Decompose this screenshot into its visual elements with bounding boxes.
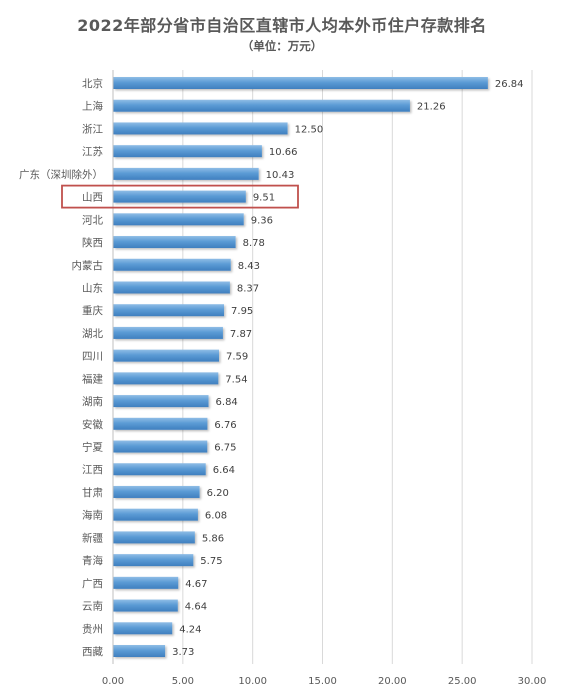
value-label: 9.51	[253, 193, 275, 204]
bar	[113, 508, 198, 521]
bar	[113, 281, 230, 294]
x-tick-label: 15.00	[308, 676, 337, 687]
bar	[113, 326, 223, 339]
bar	[113, 440, 208, 453]
category-label: 江西	[82, 464, 103, 476]
category-label: 西藏	[82, 646, 103, 658]
bar	[113, 99, 410, 112]
value-label: 8.37	[237, 283, 259, 294]
value-label: 6.75	[214, 443, 236, 454]
chart-title: 2022年部分省市自治区直辖市人均本外币住户存款排名	[77, 16, 487, 35]
category-label: 福建	[82, 372, 103, 385]
category-label: 青海	[82, 554, 103, 567]
bar	[113, 190, 246, 203]
category-label: 上海	[82, 100, 103, 113]
value-label: 4.64	[185, 602, 207, 613]
value-label: 4.67	[185, 579, 207, 590]
bar	[113, 417, 208, 430]
category-label: 湖北	[82, 328, 103, 340]
value-label: 5.86	[202, 533, 224, 544]
x-tick-label: 20.00	[378, 676, 407, 687]
bar	[113, 463, 206, 476]
gridlines	[182, 70, 533, 664]
bar	[113, 645, 166, 657]
category-label: 安徽	[82, 418, 103, 431]
value-label: 6.76	[214, 420, 236, 431]
bar	[113, 372, 219, 385]
value-label: 12.50	[295, 124, 324, 135]
value-label: 8.43	[238, 261, 260, 272]
bar	[113, 122, 288, 135]
bar	[113, 167, 259, 180]
value-label: 9.36	[251, 215, 273, 226]
bar	[113, 145, 262, 158]
category-label: 陕西	[82, 236, 103, 249]
x-tick-label: 5.00	[172, 676, 194, 687]
category-label: 山西	[82, 192, 103, 204]
bar	[113, 485, 200, 498]
category-label: 江苏	[82, 145, 103, 158]
category-label: 云南	[82, 600, 103, 613]
value-label: 5.75	[200, 556, 222, 567]
value-label: 6.20	[207, 488, 229, 499]
value-label: 26.84	[495, 79, 524, 90]
chart-subtitle: （单位：万元）	[241, 39, 323, 53]
bar	[113, 349, 220, 362]
value-label: 8.78	[243, 238, 265, 249]
category-label: 北京	[82, 77, 103, 90]
bar	[113, 258, 231, 271]
bar	[113, 213, 244, 226]
labels: 北京 26.84 上海 21.26 浙江 12.50 江苏 10.66 广东（深圳除外） 10.4…	[19, 77, 524, 658]
category-label: 甘肃	[82, 486, 103, 499]
x-tick-label: 30.00	[518, 676, 547, 687]
bar	[113, 531, 195, 544]
value-label: 21.26	[417, 102, 446, 113]
value-label: 6.08	[205, 511, 227, 522]
category-label: 河北	[82, 214, 103, 226]
category-label: 湖南	[82, 395, 103, 408]
x-tick-label: 0.00	[102, 676, 124, 687]
bar	[113, 77, 488, 89]
category-label: 浙江	[82, 123, 103, 135]
bar	[113, 554, 194, 567]
value-label: 7.59	[226, 352, 248, 363]
category-label: 广东（深圳除外）	[19, 168, 103, 181]
value-label: 7.95	[231, 306, 253, 317]
x-tick-label: 10.00	[238, 676, 267, 687]
bar	[113, 599, 178, 612]
highlight-box	[61, 184, 299, 209]
bar	[113, 304, 225, 317]
category-label: 贵州	[82, 622, 103, 635]
value-label: 7.54	[225, 374, 247, 385]
value-label: 10.43	[266, 170, 295, 181]
bar	[113, 395, 209, 408]
category-label: 内蒙古	[72, 259, 104, 272]
category-label: 四川	[82, 351, 103, 363]
category-label: 重庆	[82, 304, 103, 317]
value-label: 3.73	[172, 647, 194, 658]
value-label: 6.84	[216, 397, 238, 408]
bars	[113, 77, 488, 657]
x-tick-label: 25.00	[448, 676, 477, 687]
x-axis: 0.00 5.00 10.00 15.00 20.00 25.00 30.00	[102, 70, 546, 687]
category-label: 山东	[82, 281, 103, 294]
bar	[113, 236, 236, 249]
value-label: 7.87	[230, 329, 252, 340]
value-label: 6.64	[213, 465, 235, 476]
category-label: 新疆	[82, 531, 103, 544]
bar	[113, 576, 179, 589]
value-label: 10.66	[269, 147, 298, 158]
category-label: 广西	[82, 578, 103, 590]
category-label: 宁夏	[82, 441, 103, 454]
bar	[113, 622, 173, 635]
category-label: 海南	[82, 509, 103, 522]
value-label: 4.24	[179, 624, 201, 635]
